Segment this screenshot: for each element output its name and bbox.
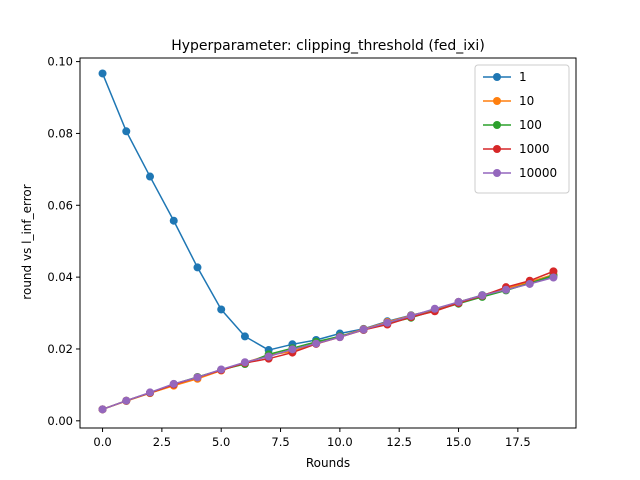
data-point [264,352,273,361]
data-point [98,69,107,78]
data-point [217,305,226,314]
data-point [288,345,297,354]
legend-marker [493,73,501,81]
data-point [312,339,321,348]
legend-marker [493,169,501,177]
x-tick-label: 17.5 [505,435,531,449]
y-axis-ticks: 0.00 0.02 0.04 0.06 0.08 0.10 [47,55,80,428]
y-axis-label: round vs l_inf_error [20,184,34,299]
legend-label: 100 [519,118,542,132]
y-tick-label: 0.06 [47,198,73,212]
y-tick-label: 0.04 [47,270,73,284]
data-point [407,311,416,320]
data-point [335,333,344,342]
plot-frame [79,57,577,429]
data-point [146,172,155,181]
y-tick-label: 0.10 [47,55,73,69]
data-point [478,291,487,300]
legend-item: 1000 [483,142,550,156]
series-layer [98,69,558,414]
legend: 1 10 100 1000 10000 [474,64,570,194]
x-axis-label: Rounds [306,456,350,470]
data-point [240,332,249,341]
x-tick-label: 7.5 [271,435,289,449]
data-point [454,297,463,306]
x-tick-label: 0.0 [93,435,111,449]
x-tick-label: 5.0 [212,435,230,449]
x-tick-label: 12.5 [386,435,412,449]
data-point [169,379,178,388]
legend-item: 10 [483,94,534,108]
data-point [240,358,249,367]
data-point [193,373,202,382]
legend-item: 10000 [483,166,557,180]
data-point [169,216,178,225]
legend-item: 100 [483,118,542,132]
legend-marker [493,97,501,105]
data-point [383,318,392,327]
legend-label: 10 [519,94,534,108]
legend-label: 1 [519,70,527,84]
data-point [122,127,131,136]
series-10000 [98,273,558,414]
y-tick-label: 0.02 [47,342,73,356]
data-point [193,263,202,272]
data-point [525,279,534,288]
y-tick-label: 0.00 [47,414,73,428]
data-point [359,325,368,334]
data-point [501,285,510,294]
legend-marker [493,121,501,129]
data-point [549,267,558,276]
chart-title: Hyperparameter: clipping_threshold (fed_… [171,38,485,54]
x-tick-label: 10.0 [327,435,353,449]
data-point [549,273,558,282]
x-axis-ticks: 0.0 2.5 5.0 7.5 10.0 12.5 15.0 17.5 [93,428,531,449]
y-tick-label: 0.08 [47,126,73,140]
data-point [430,304,439,313]
x-tick-label: 15.0 [446,435,472,449]
data-point [217,365,226,374]
data-point [122,396,131,405]
legend-label: 10000 [519,166,557,180]
legend-marker [493,145,501,153]
series-line [102,276,554,411]
data-point [146,388,155,397]
data-point [98,405,107,414]
legend-label: 1000 [519,142,550,156]
legend-box [474,64,570,194]
x-tick-label: 2.5 [153,435,171,449]
legend-item: 1 [483,70,527,84]
